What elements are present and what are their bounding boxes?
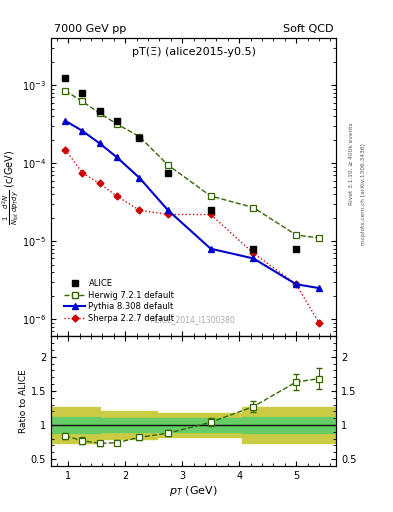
Text: Soft QCD: Soft QCD <box>283 24 333 34</box>
Pythia 8.308 default <box>97 140 102 146</box>
Herwig 7.2.1 default <box>317 235 321 241</box>
Herwig 7.2.1 default <box>165 162 170 168</box>
Text: 7000 GeV pp: 7000 GeV pp <box>54 24 126 34</box>
Pythia 8.308 default <box>63 118 68 124</box>
Herwig 7.2.1 default <box>137 134 142 140</box>
Herwig 7.2.1 default <box>208 193 213 199</box>
Line: Herwig 7.2.1 default: Herwig 7.2.1 default <box>62 88 322 241</box>
Sherpa 2.2.7 default <box>165 211 170 218</box>
Text: ALICE_2014_I1300380: ALICE_2014_I1300380 <box>151 315 236 325</box>
Sherpa 2.2.7 default <box>137 207 142 213</box>
Sherpa 2.2.7 default <box>63 146 68 153</box>
Herwig 7.2.1 default <box>80 98 85 104</box>
Pythia 8.308 default <box>251 255 256 262</box>
Sherpa 2.2.7 default <box>251 250 256 257</box>
Y-axis label: Ratio to ALICE: Ratio to ALICE <box>19 369 28 433</box>
Pythia 8.308 default <box>137 175 142 181</box>
Herwig 7.2.1 default <box>97 110 102 116</box>
Herwig 7.2.1 default <box>294 232 299 238</box>
Herwig 7.2.1 default <box>251 204 256 210</box>
Sherpa 2.2.7 default <box>208 211 213 218</box>
Pythia 8.308 default <box>294 281 299 287</box>
Line: Sherpa 2.2.7 default: Sherpa 2.2.7 default <box>63 147 321 325</box>
Sherpa 2.2.7 default <box>317 319 321 326</box>
X-axis label: $p_T$ (GeV): $p_T$ (GeV) <box>169 483 218 498</box>
Pythia 8.308 default <box>165 207 170 213</box>
Sherpa 2.2.7 default <box>294 281 299 287</box>
Line: Pythia 8.308 default: Pythia 8.308 default <box>62 117 322 291</box>
Text: pT(Ξ) (alice2015-y0.5): pT(Ξ) (alice2015-y0.5) <box>132 47 255 57</box>
Text: Rivet 3.1.10, ≥ 400k events: Rivet 3.1.10, ≥ 400k events <box>349 122 354 205</box>
Herwig 7.2.1 default <box>63 88 68 94</box>
Pythia 8.308 default <box>208 246 213 252</box>
Pythia 8.308 default <box>114 154 119 160</box>
Sherpa 2.2.7 default <box>80 170 85 176</box>
Legend: ALICE, Herwig 7.2.1 default, Pythia 8.308 default, Sherpa 2.2.7 default: ALICE, Herwig 7.2.1 default, Pythia 8.30… <box>61 276 178 326</box>
Pythia 8.308 default <box>80 128 85 134</box>
Text: mcplots.cern.ch [arXiv:1306.3436]: mcplots.cern.ch [arXiv:1306.3436] <box>361 144 366 245</box>
Sherpa 2.2.7 default <box>114 193 119 199</box>
Pythia 8.308 default <box>317 285 321 291</box>
Herwig 7.2.1 default <box>114 121 119 127</box>
Y-axis label: $\frac{1}{N_{tot}} \frac{d^2N}{dp_{T}dy}$ (c/GeV): $\frac{1}{N_{tot}} \frac{d^2N}{dp_{T}dy}… <box>0 150 21 225</box>
Sherpa 2.2.7 default <box>97 180 102 186</box>
